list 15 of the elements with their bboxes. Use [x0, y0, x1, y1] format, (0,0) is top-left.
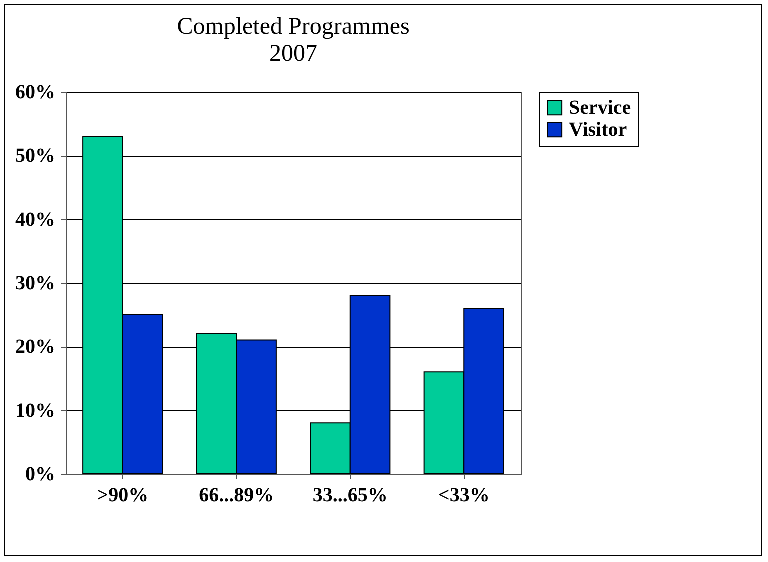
y-tick-label: 30% — [16, 272, 56, 294]
y-tick-label: 40% — [16, 208, 56, 231]
chart-subtitle: 2007 — [270, 41, 318, 67]
y-tick-label: 0% — [26, 464, 56, 486]
legend-label: Service — [569, 97, 632, 119]
legend-label: Visitor — [569, 119, 628, 141]
x-tick-label: <33% — [438, 484, 490, 506]
y-tick-label: 50% — [16, 145, 56, 168]
x-tick-label: 33...65% — [312, 484, 388, 506]
y-tick-label: 60% — [16, 82, 56, 104]
chart-title: Completed Programmes — [177, 14, 410, 40]
x-tick-label: 66...89% — [199, 484, 274, 506]
x-tick-label: >90% — [97, 484, 149, 506]
y-tick-label: 10% — [16, 400, 56, 422]
y-tick-label: 20% — [16, 336, 56, 358]
